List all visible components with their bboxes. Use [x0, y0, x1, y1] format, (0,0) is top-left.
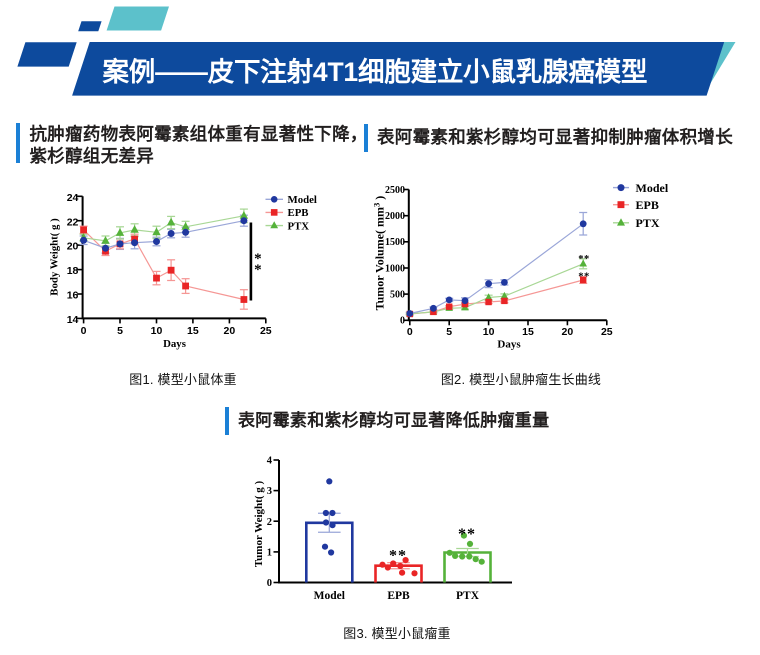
- svg-text:2500: 2500: [385, 185, 405, 196]
- svg-text:PTX: PTX: [288, 220, 310, 232]
- svg-text:Tumor Weight( g ): Tumor Weight( g ): [253, 481, 265, 568]
- svg-text:5: 5: [446, 326, 452, 338]
- svg-text:0: 0: [400, 316, 405, 327]
- svg-text:PTX: PTX: [636, 216, 660, 230]
- svg-text:Model: Model: [636, 181, 669, 195]
- svg-text:1000: 1000: [385, 263, 405, 274]
- svg-text:16: 16: [67, 290, 79, 302]
- svg-text:Model: Model: [288, 194, 317, 206]
- svg-text:**: **: [578, 271, 590, 282]
- svg-text:5: 5: [117, 325, 123, 337]
- svg-text:1: 1: [267, 548, 272, 559]
- svg-text:500: 500: [390, 289, 405, 300]
- svg-text:EPB: EPB: [387, 590, 410, 602]
- svg-text:**: **: [578, 254, 590, 265]
- svg-text:3: 3: [267, 486, 272, 497]
- svg-text:EPB: EPB: [288, 207, 309, 219]
- svg-text:25: 25: [260, 325, 272, 337]
- svg-text:10: 10: [151, 325, 163, 337]
- svg-text:0: 0: [81, 325, 87, 337]
- svg-text:Days: Days: [163, 338, 186, 350]
- svg-text:Body Weight( g ): Body Weight( g ): [49, 218, 61, 296]
- svg-text:15: 15: [187, 325, 199, 337]
- svg-text:Days: Days: [497, 339, 521, 351]
- svg-text:20: 20: [224, 325, 236, 337]
- svg-text:PTX: PTX: [456, 590, 480, 602]
- svg-text:**: **: [389, 547, 407, 564]
- svg-text:22: 22: [67, 216, 79, 228]
- svg-text:10: 10: [483, 326, 495, 338]
- svg-text:4: 4: [267, 456, 273, 467]
- svg-text:18: 18: [67, 265, 79, 277]
- svg-text:14: 14: [67, 314, 79, 326]
- svg-text:**: **: [458, 526, 476, 543]
- svg-text:EPB: EPB: [636, 198, 659, 212]
- svg-text:1500: 1500: [385, 237, 405, 248]
- svg-text:2000: 2000: [385, 211, 405, 222]
- svg-text:20: 20: [562, 326, 574, 338]
- svg-text:*: *: [254, 251, 262, 267]
- svg-text:20: 20: [67, 241, 79, 253]
- svg-text:0: 0: [267, 578, 272, 589]
- svg-text:24: 24: [67, 192, 79, 204]
- svg-text:25: 25: [601, 326, 613, 338]
- svg-text:Tumor Volume( mm3 ): Tumor Volume( mm3 ): [372, 196, 387, 311]
- svg-text:Model: Model: [314, 590, 345, 602]
- svg-text:15: 15: [522, 326, 534, 338]
- svg-text:2: 2: [267, 517, 272, 528]
- svg-text:0: 0: [407, 326, 413, 338]
- svg-text:*: *: [254, 262, 262, 278]
